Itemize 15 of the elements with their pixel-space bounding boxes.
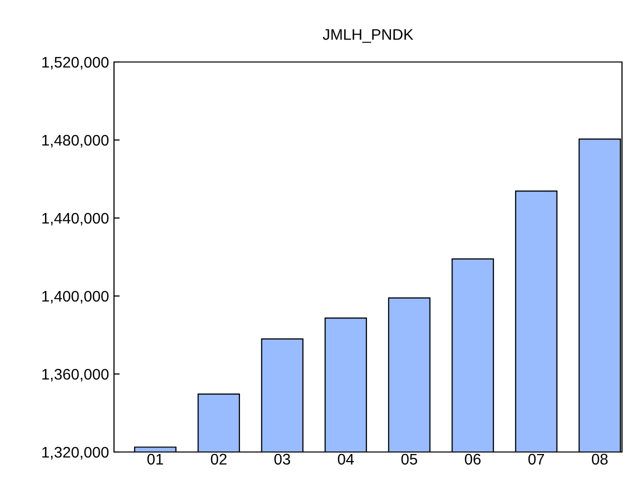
- y-tick-label: 1,520,000: [42, 56, 109, 70]
- y-tick-label: 1,480,000: [42, 134, 109, 148]
- x-tick-label: 07: [528, 454, 544, 465]
- y-tick-label: 1,320,000: [42, 446, 109, 460]
- chart-title: JMLH_PNDK: [322, 29, 414, 43]
- x-tick-label: 05: [401, 454, 418, 465]
- x-tick-label: 02: [210, 454, 227, 465]
- y-tick-label: 1,400,000: [42, 290, 109, 304]
- y-tick-label: 1,360,000: [42, 368, 109, 382]
- x-tick-label: 04: [338, 454, 354, 465]
- x-tick-label: 06: [464, 454, 481, 465]
- x-tick-label: 03: [274, 454, 290, 465]
- y-tick-label: 1,440,000: [42, 212, 109, 226]
- x-tick-label: 01: [147, 454, 164, 465]
- x-tick-label: 08: [592, 454, 608, 465]
